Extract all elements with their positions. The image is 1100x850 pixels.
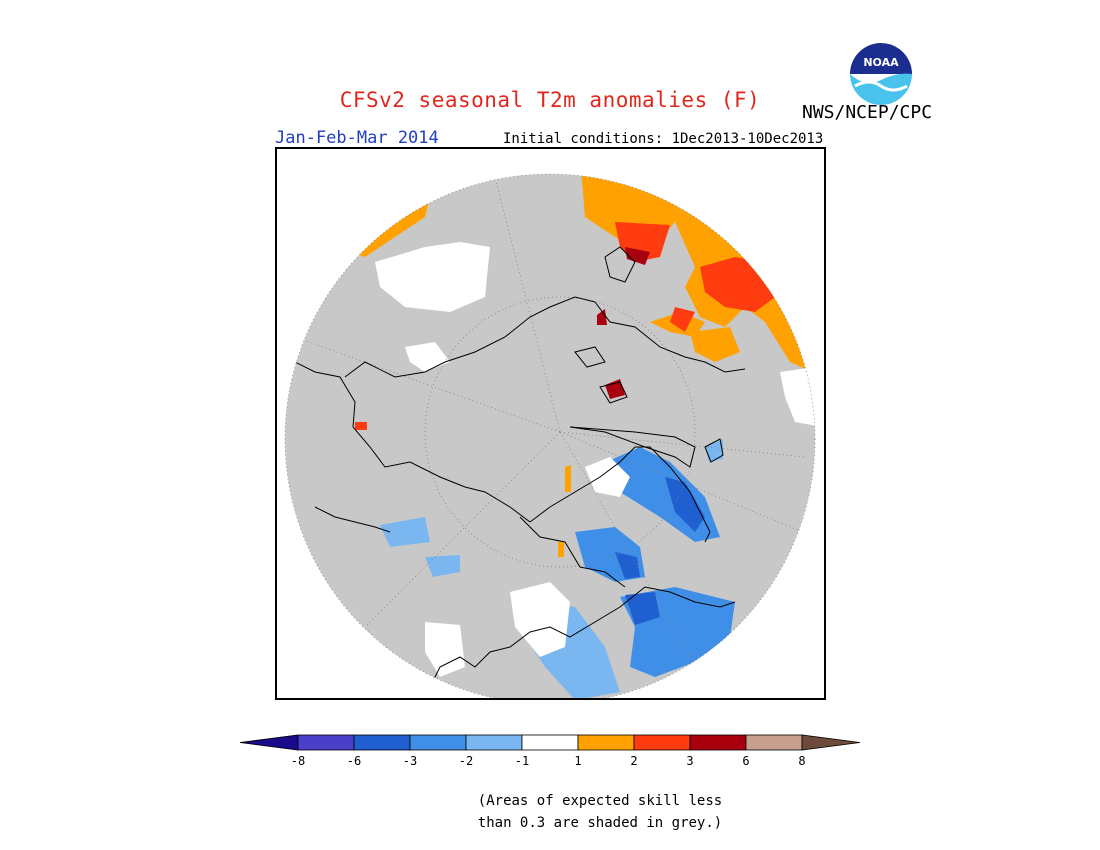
legend-swatch-high-arrow (801, 734, 861, 751)
map-frame (275, 147, 826, 700)
cold-anomaly-region (425, 555, 460, 577)
legend-labels: -8 -6 -3 -2 -1 1 2 3 6 8 (291, 754, 806, 768)
weak-anomaly-region (425, 622, 465, 677)
legend-swatch (689, 734, 747, 751)
color-legend: -8 -6 -3 -2 -1 1 2 3 6 8 (239, 734, 861, 768)
legend-swatch (465, 734, 523, 751)
cold-anomaly-region (625, 592, 660, 625)
warm-anomaly-region (565, 465, 571, 492)
legend-tick-label: 3 (686, 754, 693, 768)
weak-anomaly-region (510, 582, 570, 657)
warm-anomaly-region (597, 309, 607, 325)
skill-note-line1: (Areas of expected skill less (477, 793, 723, 809)
legend-tick-label: -2 (459, 754, 473, 768)
latlon-grid (294, 174, 815, 693)
cold-anomaly-region (705, 439, 723, 462)
map-boundary-circle (284, 173, 816, 700)
warm-anomaly-region (690, 327, 740, 362)
legend-tick-label: 2 (630, 754, 637, 768)
warm-anomaly-region (355, 422, 367, 430)
legend-swatch (521, 734, 579, 751)
legend-swatches (239, 734, 861, 751)
warm-anomaly-region (625, 247, 650, 265)
cold-anomaly-region (665, 477, 705, 532)
legend-swatch (353, 734, 411, 751)
legend-tick-label: -6 (347, 754, 361, 768)
legend-swatch (577, 734, 635, 751)
legend-tick-label: 8 (798, 754, 805, 768)
forecast-period: Jan-Feb-Mar 2014 (275, 128, 439, 148)
cold-anomaly-region (380, 517, 430, 547)
warm-anomaly-region (670, 307, 695, 332)
cold-anomaly-region (615, 552, 640, 579)
weak-anomaly-region (585, 457, 630, 497)
legend-swatch (745, 734, 803, 751)
legend-tick-label: -3 (403, 754, 417, 768)
skill-note: (Areas of expected skill less than 0.3 a… (470, 790, 730, 834)
coastlines (285, 246, 746, 688)
legend-tick-label: -1 (515, 754, 529, 768)
weak-anomaly-region (375, 242, 490, 312)
chart-title: CFSv2 seasonal T2m anomalies (F) (339, 88, 761, 112)
warm-anomaly-region (558, 542, 564, 557)
legend-swatch (633, 734, 691, 751)
polar-map (275, 147, 826, 700)
noaa-logo-icon: NOAA (850, 43, 912, 105)
legend-swatch-low-arrow (239, 734, 299, 751)
logo-text: NOAA (863, 56, 899, 69)
legend-tick-label: 1 (574, 754, 581, 768)
skill-note-line2: than 0.3 are shaded in grey.) (477, 815, 723, 831)
legend-swatch (297, 734, 355, 751)
organization-label: NWS/NCEP/CPC (802, 102, 933, 123)
weak-anomaly-region (405, 342, 450, 372)
legend-swatch (409, 734, 467, 751)
initial-conditions: Initial conditions: 1Dec2013-10Dec2013 (503, 131, 824, 147)
legend-tick-label: 6 (742, 754, 749, 768)
legend-tick-label: -8 (291, 754, 305, 768)
